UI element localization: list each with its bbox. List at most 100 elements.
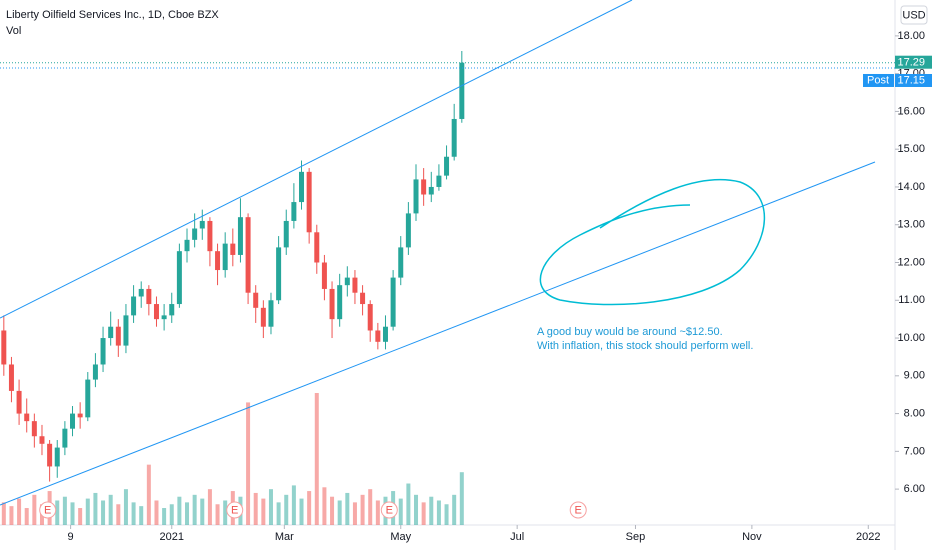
earnings-label: E <box>575 504 582 516</box>
candle-body <box>16 390 22 414</box>
candle-body <box>192 228 198 240</box>
volume-bar <box>261 498 266 525</box>
earnings-label: E <box>231 504 238 516</box>
candle-body <box>237 217 243 255</box>
volume-bar <box>291 485 296 525</box>
currency-box[interactable] <box>900 5 928 25</box>
candle-body <box>207 220 213 252</box>
currency-label: USD <box>902 9 925 21</box>
freehand-ellipse <box>539 178 766 306</box>
candle-body <box>92 364 98 380</box>
volume-bar <box>17 498 22 525</box>
volume-bar <box>223 500 228 525</box>
candle-body <box>230 243 236 255</box>
candle-body <box>1 330 7 365</box>
post-tag-box <box>863 73 894 87</box>
volume-bar <box>123 489 128 525</box>
volume-bar <box>116 504 121 525</box>
candle-body <box>283 220 289 248</box>
volume-bar <box>276 502 281 525</box>
candle-body <box>276 247 282 301</box>
volume-bar <box>200 498 205 525</box>
volume-bar <box>307 491 312 525</box>
candle-body <box>421 179 427 195</box>
volume-bar <box>215 504 220 525</box>
x-tick-label: Mar <box>275 531 294 543</box>
chart-title: Liberty Oilfield Services Inc., 1D, Cboe… <box>6 9 219 21</box>
x-tick-label: Jul <box>510 531 524 543</box>
volume-bar <box>352 502 357 525</box>
candle-body <box>100 338 106 365</box>
x-tick-label: May <box>390 531 411 543</box>
candle-body <box>108 326 114 339</box>
candle-body <box>245 217 251 293</box>
volume-bar <box>55 500 60 525</box>
candle-body <box>70 413 76 429</box>
post-tag-label: Post <box>867 74 889 86</box>
candle-body <box>176 251 182 305</box>
candle-body <box>85 379 91 418</box>
y-tick-label: 18.00 <box>897 30 925 42</box>
volume-bar <box>337 500 342 525</box>
upper-trend-line <box>0 0 633 319</box>
volume-label: Vol <box>6 25 21 37</box>
lower-trend-line <box>0 161 876 506</box>
volume-bar <box>421 502 426 525</box>
candle-body <box>215 251 221 271</box>
earnings-marker <box>569 501 587 519</box>
volume-bar <box>32 494 37 525</box>
volume-bar <box>322 487 327 525</box>
candle-body <box>253 292 259 308</box>
volume-bar <box>314 393 319 525</box>
y-tick-label: 13.00 <box>897 219 925 231</box>
y-tick-label: 11.00 <box>898 294 925 306</box>
volume-bar <box>284 494 289 525</box>
volume-bar <box>146 464 151 525</box>
candle-body <box>24 413 30 422</box>
volume-bar <box>62 496 67 525</box>
volume-bar <box>131 502 136 525</box>
candle-body <box>337 285 343 320</box>
volume-bar <box>1 502 6 525</box>
volume-bar <box>345 492 350 525</box>
volume-bar <box>154 500 159 525</box>
earnings-marker <box>39 501 57 519</box>
volume-bar <box>406 483 411 525</box>
volume-bar <box>436 500 441 525</box>
candle-body <box>299 171 305 203</box>
x-tick-label: Nov <box>742 531 762 543</box>
volume-bar <box>368 489 373 525</box>
candle-body <box>291 202 297 221</box>
volume-bar <box>207 489 212 525</box>
y-tick-label: 16.00 <box>897 105 925 117</box>
y-tick-label: 7.00 <box>904 445 925 457</box>
volume-bar <box>360 494 365 525</box>
candle-body <box>184 239 190 252</box>
volume-bar <box>444 504 449 525</box>
candle-body <box>382 326 388 342</box>
candle-body <box>47 443 53 467</box>
volume-bar <box>177 496 182 525</box>
volume-bar <box>192 494 197 525</box>
candle-body <box>222 243 228 271</box>
candle-body <box>260 307 266 327</box>
x-tick-label: 9 <box>68 531 74 543</box>
candle-body <box>123 315 129 346</box>
earnings-marker <box>226 501 244 519</box>
candle-body <box>131 296 137 316</box>
volume-bar <box>139 506 144 525</box>
candle-body <box>375 330 381 342</box>
volume-bar <box>429 496 434 525</box>
volume-bar <box>459 472 464 525</box>
volume-bar <box>375 500 380 525</box>
candle-body <box>54 447 60 467</box>
candle-body <box>199 220 205 229</box>
candle-body <box>321 262 327 289</box>
candle-body <box>31 421 37 437</box>
candle-body <box>413 179 419 214</box>
volume-bar <box>101 500 106 525</box>
candle-body <box>169 304 175 316</box>
volume-bar <box>414 494 419 525</box>
candle-body <box>444 156 450 176</box>
